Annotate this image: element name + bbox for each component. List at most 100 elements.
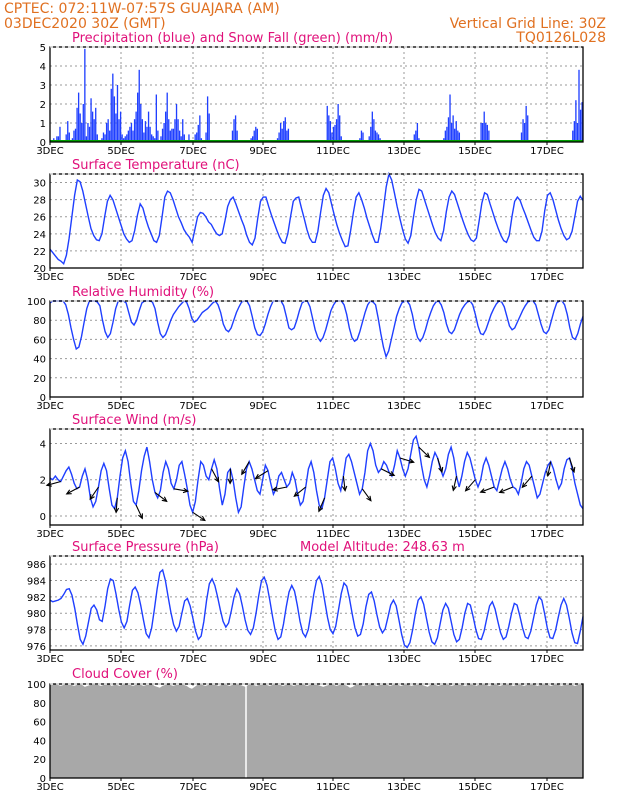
temperature-ytick-label: 24: [33, 230, 46, 241]
precipitation-bar: [572, 130, 574, 142]
panels: 0 1 2 3 4 5 3DEC 5DEC 7DEC 9DEC 11DEC 13DEC 15DEC 17D…: [27, 43, 584, 793]
precipitation-bar: [454, 128, 456, 142]
precipitation-bar: [115, 113, 117, 142]
wind-arrow-head: [479, 488, 486, 494]
precipitation-bar: [152, 136, 154, 142]
wind-arrow-head: [366, 495, 372, 502]
precipitation-bar: [178, 130, 181, 142]
precipitation-bar: [450, 123, 453, 142]
precipitation-ytick-label: 0: [40, 138, 46, 149]
wind-arrow: [293, 486, 307, 497]
cloud-ytick-label: 0: [40, 774, 46, 785]
precipitation-bar: [196, 132, 198, 142]
precipitation-bar: [486, 124, 488, 142]
temperature-xtick-label: 9DEC: [249, 272, 276, 283]
model-altitude-label: Model Altitude: 248.63 m: [300, 540, 465, 555]
precipitation-bar: [488, 130, 490, 142]
precipitation-bar: [458, 132, 461, 142]
precipitation-bar: [281, 128, 283, 142]
cloud-panel: 0 20 40 60 80 100 3DEC 5DEC 7DEC 9DEC 11DEC 13DEC 15…: [27, 680, 584, 793]
precipitation-bar: [76, 107, 78, 142]
precipitation-bar: [68, 132, 70, 142]
humidity-title: Relative Humidity (%): [72, 285, 214, 300]
pressure-ytick-label: 978: [27, 626, 46, 637]
pressure-line: [49, 568, 584, 649]
precipitation-bar: [157, 130, 159, 142]
wind-arrow: [192, 511, 206, 521]
precipitation-bar: [575, 100, 577, 142]
precipitation-bar: [105, 123, 108, 142]
pressure-ytick-label: 986: [27, 560, 46, 571]
precipitation-bar: [171, 128, 173, 142]
precipitation-bar: [332, 126, 335, 142]
precipitation-bar: [252, 136, 254, 142]
precipitation-bar: [119, 111, 122, 142]
precipitation-bar: [79, 113, 81, 142]
humidity-panel: 0 20 40 60 80 100 3DEC 5DEC 7DEC 9DEC 11DEC 13DEC 15…: [27, 297, 584, 412]
precipitation-bar: [149, 126, 151, 142]
precipitation-xtick-label: 9DEC: [249, 146, 276, 157]
pressure-panel: 976 978 980 982 984 986 3DEC 5DEC 7DEC 9DEC 11DEC 1…: [27, 555, 584, 665]
precipitation-bar: [116, 85, 119, 142]
precipitation-bar: [523, 123, 526, 142]
cloud-cover-area: [50, 684, 583, 778]
precipitation-ytick-label: 1: [40, 119, 46, 130]
precipitation-bar: [457, 130, 459, 142]
precipitation-bar: [147, 111, 150, 142]
precipitation-bar: [335, 119, 338, 142]
pressure-xtick-label: 17DEC: [530, 654, 564, 665]
precipitation-bar: [370, 126, 372, 142]
header-line-3-right: TQ0126L028: [515, 30, 606, 46]
temperature-xtick-label: 17DEC: [530, 272, 564, 283]
precipitation-bar: [88, 126, 91, 142]
humidity-xtick-label: 5DEC: [107, 401, 134, 412]
wind-arrow-head: [293, 491, 300, 497]
pressure-title: Surface Pressure (hPa): [72, 540, 219, 555]
precipitation-bar: [56, 136, 58, 142]
precipitation-bar: [573, 121, 575, 142]
wind-arrow: [135, 504, 143, 519]
cloud-xtick-label: 5DEC: [107, 782, 134, 793]
humidity-xtick-label: 3DEC: [36, 401, 63, 412]
humidity-ytick-label: 40: [33, 355, 46, 366]
wind-arrow-head: [464, 485, 471, 492]
precipitation-bar: [376, 132, 378, 142]
precipitation-bar: [286, 130, 288, 142]
temperature-ytick-label: 28: [33, 196, 46, 207]
precipitation-bar: [87, 123, 89, 142]
precipitation-xtick-label: 15DEC: [458, 146, 492, 157]
precipitation-bar: [118, 119, 120, 142]
wind-arrow-head: [389, 471, 396, 476]
wind-arrow-head: [241, 469, 247, 476]
precipitation-bar: [255, 126, 257, 142]
wind-arrow: [255, 470, 269, 479]
precipitation-bar: [279, 123, 282, 142]
wind-arrow: [154, 491, 168, 502]
wind-arrow-head: [161, 496, 168, 503]
wind-arrow-head: [227, 478, 233, 485]
precipitation-bar: [374, 130, 377, 142]
wind-line: [49, 434, 584, 515]
header-line-2-left: 03DEC2020 30Z (GMT): [4, 16, 166, 32]
wind-arrow-head: [182, 487, 190, 494]
precipitation-bar: [182, 119, 184, 142]
precipitation-bar: [160, 136, 162, 142]
precipitation-bar: [256, 128, 258, 142]
humidity-xtick-label: 11DEC: [316, 401, 350, 412]
precipitation-bar: [74, 128, 77, 142]
precipitation-bar: [141, 119, 143, 142]
precipitation-bar: [93, 119, 95, 142]
precipitation-bar: [133, 119, 136, 142]
temperature-xtick-label: 3DEC: [36, 272, 63, 283]
wind-arrow-head: [341, 485, 348, 492]
precipitation-bar: [161, 128, 164, 142]
wind-arrow: [241, 461, 250, 475]
humidity-xtick-label: 7DEC: [179, 401, 206, 412]
precipitation-xtick-label: 5DEC: [107, 146, 134, 157]
pressure-xtick-label: 9DEC: [249, 654, 276, 665]
temperature-ytick-label: 22: [33, 247, 46, 258]
precipitation-bar: [452, 115, 454, 142]
precipitation-bar: [151, 134, 153, 142]
wind-arrow-head: [438, 466, 444, 474]
precipitation-bar: [57, 136, 60, 142]
